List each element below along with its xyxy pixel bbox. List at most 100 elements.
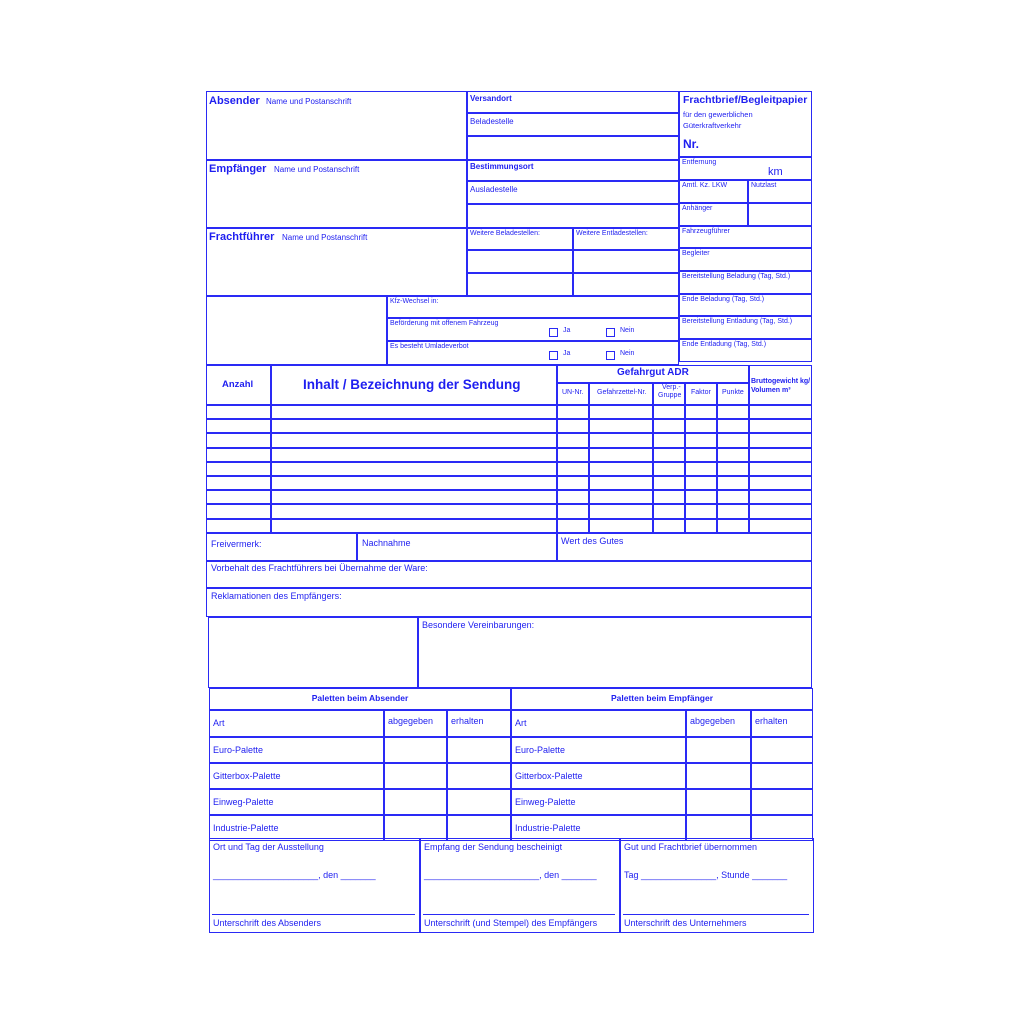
- goods-table-cell[interactable]: [717, 447, 749, 462]
- erhalten-input[interactable]: [447, 789, 511, 815]
- art-header[interactable]: [511, 710, 686, 737]
- amtl-kz-field[interactable]: [679, 180, 748, 203]
- signature-line[interactable]: [212, 914, 415, 915]
- signature-box-unternehmer[interactable]: [620, 838, 814, 933]
- goods-table-cell[interactable]: [749, 490, 812, 505]
- un-nr-header[interactable]: [557, 383, 589, 405]
- goods-table-cell[interactable]: [271, 447, 557, 462]
- goods-table-cell[interactable]: [653, 447, 685, 462]
- goods-table-cell[interactable]: [589, 447, 653, 462]
- goods-table-cell[interactable]: [206, 447, 271, 462]
- bereit-entladung-field[interactable]: [679, 316, 812, 339]
- goods-table-cell[interactable]: [749, 476, 812, 491]
- pallet-type-cell[interactable]: [511, 737, 686, 763]
- abgegeben-input[interactable]: [686, 789, 751, 815]
- erhalten-input[interactable]: [751, 789, 813, 815]
- abgegeben-input[interactable]: [686, 737, 751, 763]
- reklamationen-field[interactable]: [206, 588, 812, 617]
- goods-table-cell[interactable]: [653, 419, 685, 434]
- goods-table-cell[interactable]: [206, 476, 271, 491]
- goods-table-cell[interactable]: [749, 419, 812, 434]
- versandort-field[interactable]: [467, 91, 679, 113]
- goods-table-cell[interactable]: [653, 405, 685, 420]
- weitere-beladestellen-field[interactable]: [467, 273, 573, 296]
- abgegeben-input[interactable]: [384, 789, 447, 815]
- goods-table-cell[interactable]: [271, 490, 557, 505]
- goods-table-cell[interactable]: [717, 419, 749, 434]
- erhalten-input[interactable]: [751, 763, 813, 789]
- goods-table-cell[interactable]: [589, 490, 653, 505]
- goods-table-cell[interactable]: [685, 504, 717, 519]
- ende-beladung-field[interactable]: [679, 294, 812, 316]
- goods-table-cell[interactable]: [717, 490, 749, 505]
- weitere-beladestellen-field[interactable]: [467, 250, 573, 273]
- goods-table-cell[interactable]: [557, 461, 589, 476]
- goods-table-cell[interactable]: [271, 461, 557, 476]
- gefahrzettel-header[interactable]: [589, 383, 653, 405]
- weitere-entladestellen-field[interactable]: [573, 228, 679, 250]
- entfernung-field[interactable]: [679, 157, 812, 180]
- blank-remarks-field[interactable]: [208, 617, 418, 688]
- gefahrgut-header[interactable]: [557, 365, 749, 383]
- nutzlast-field[interactable]: [748, 180, 812, 203]
- abgegeben-input[interactable]: [384, 763, 447, 789]
- goods-table-cell[interactable]: [685, 476, 717, 491]
- paletten-absender-header[interactable]: [209, 688, 511, 710]
- offenes-fahrzeug-nein-checkbox[interactable]: [606, 328, 615, 337]
- goods-table-cell[interactable]: [685, 433, 717, 448]
- goods-table-cell[interactable]: [206, 518, 271, 533]
- goods-table-cell[interactable]: [557, 447, 589, 462]
- erhalten-input[interactable]: [447, 737, 511, 763]
- goods-table-cell[interactable]: [271, 405, 557, 420]
- goods-table-cell[interactable]: [749, 405, 812, 420]
- weitere-entladestellen-field[interactable]: [573, 250, 679, 273]
- abgegeben-input[interactable]: [686, 815, 751, 841]
- goods-table-cell[interactable]: [653, 518, 685, 533]
- bereit-beladung-field[interactable]: [679, 271, 812, 294]
- goods-table-cell[interactable]: [206, 490, 271, 505]
- weitere-entladestellen-field[interactable]: [573, 273, 679, 296]
- goods-table-cell[interactable]: [557, 433, 589, 448]
- abgegeben-header[interactable]: [686, 710, 751, 737]
- umladeverbot-ja-checkbox[interactable]: [549, 351, 558, 360]
- erhalten-input[interactable]: [447, 763, 511, 789]
- goods-table-cell[interactable]: [685, 419, 717, 434]
- goods-table-cell[interactable]: [717, 461, 749, 476]
- goods-table-cell[interactable]: [653, 476, 685, 491]
- goods-table-cell[interactable]: [271, 504, 557, 519]
- goods-table-cell[interactable]: [653, 461, 685, 476]
- goods-table-cell[interactable]: [589, 405, 653, 420]
- title-box[interactable]: [679, 91, 812, 157]
- fahrzeugfuehrer-field[interactable]: [679, 226, 812, 248]
- pallet-type-cell[interactable]: [209, 763, 384, 789]
- goods-table-cell[interactable]: [653, 504, 685, 519]
- pallet-type-cell[interactable]: [209, 737, 384, 763]
- begleiter-field[interactable]: [679, 248, 812, 271]
- goods-table-cell[interactable]: [685, 461, 717, 476]
- pallet-type-cell[interactable]: [511, 789, 686, 815]
- erhalten-input[interactable]: [751, 737, 813, 763]
- punkte-header[interactable]: [717, 383, 749, 405]
- besondere-field[interactable]: [418, 617, 812, 688]
- goods-table-cell[interactable]: [206, 419, 271, 434]
- signature-line[interactable]: [623, 914, 809, 915]
- goods-table-cell[interactable]: [589, 433, 653, 448]
- erhalten-header[interactable]: [447, 710, 511, 737]
- pallet-type-cell[interactable]: [209, 789, 384, 815]
- offenes-fahrzeug-field[interactable]: [387, 318, 679, 341]
- absender-field[interactable]: [206, 91, 467, 160]
- goods-table-cell[interactable]: [271, 433, 557, 448]
- frachtfuehrer-field[interactable]: [206, 228, 467, 296]
- abgegeben-input[interactable]: [686, 763, 751, 789]
- goods-table-cell[interactable]: [557, 405, 589, 420]
- goods-table-cell[interactable]: [557, 518, 589, 533]
- freivermerk-field[interactable]: [206, 533, 357, 561]
- goods-table-cell[interactable]: [717, 476, 749, 491]
- kfz-wechsel-field[interactable]: [387, 296, 679, 318]
- umladeverbot-field[interactable]: [387, 341, 679, 365]
- brutto-header[interactable]: [749, 365, 812, 405]
- goods-table-cell[interactable]: [685, 518, 717, 533]
- goods-table-cell[interactable]: [206, 433, 271, 448]
- pallet-type-cell[interactable]: [209, 815, 384, 841]
- beladestelle-field[interactable]: [467, 113, 679, 136]
